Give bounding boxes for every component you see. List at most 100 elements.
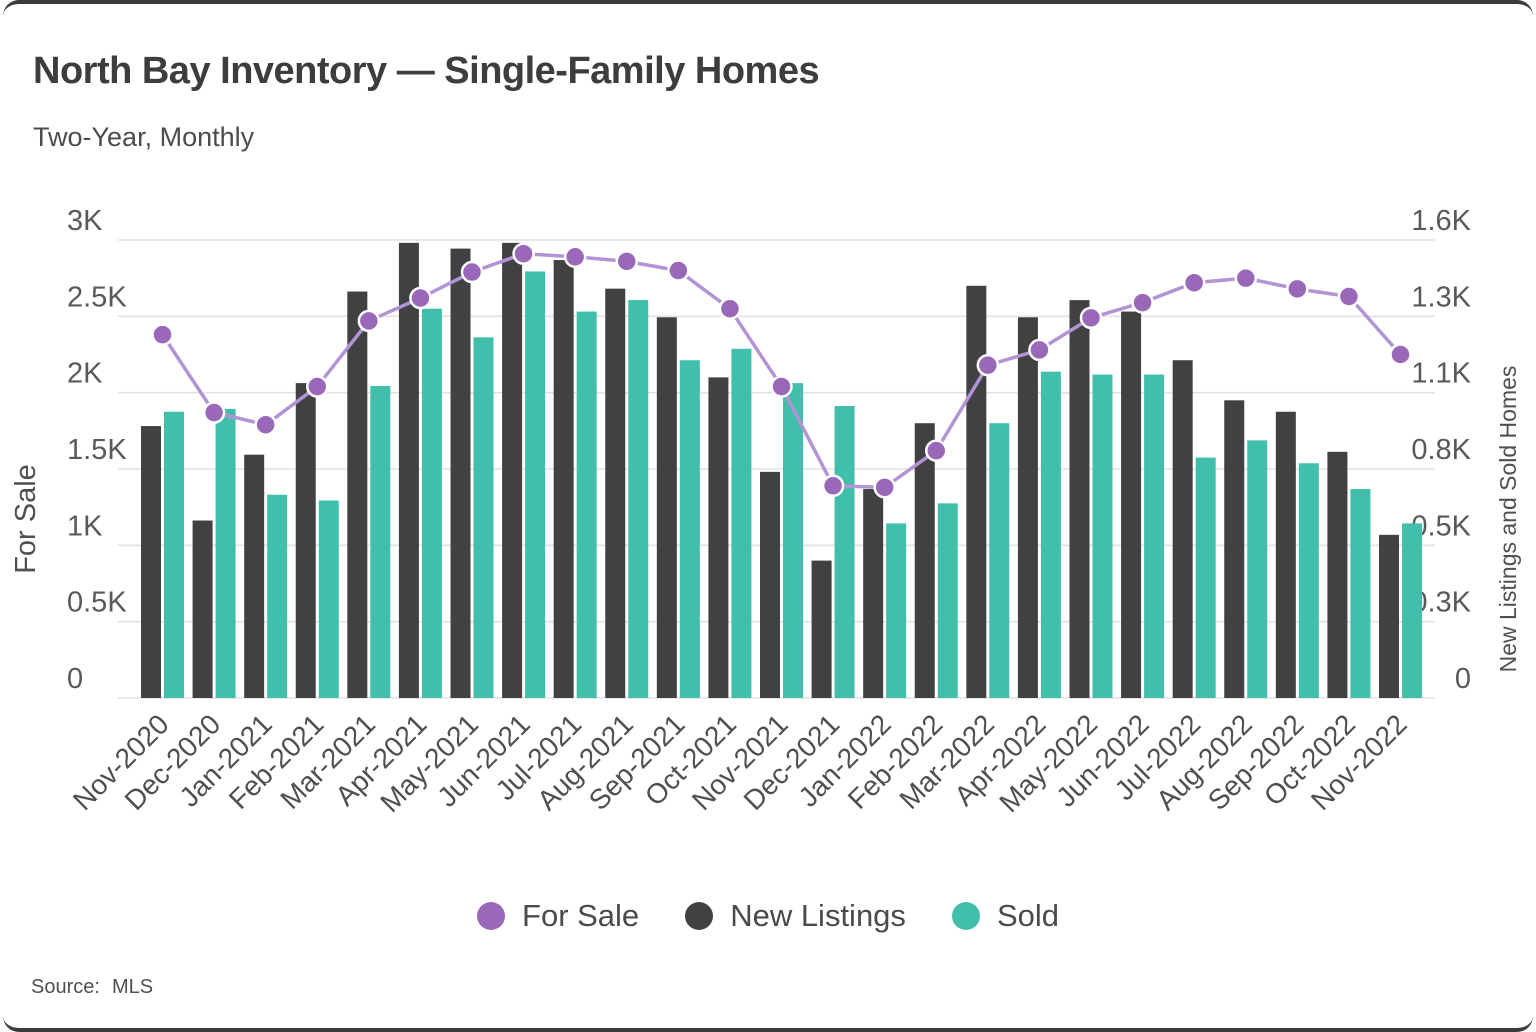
for-sale-point (1182, 271, 1206, 294)
bar-sold (834, 406, 855, 698)
right-axis-title: New Listings and Sold Homes (1495, 366, 1521, 673)
bar-new-listings (1069, 300, 1090, 698)
bar-new-listings (1121, 311, 1142, 698)
bar-new-listings (863, 489, 884, 698)
bar-new-listings (1224, 400, 1245, 698)
bar-new-listings (295, 383, 316, 698)
bar-new-listings (398, 242, 419, 699)
for-sale-point (770, 375, 793, 398)
bar-sold (421, 308, 442, 698)
chart-legend: For Sale New Listings Sold (3, 898, 1533, 934)
chart-subtitle: Two-Year, Monthly (33, 122, 255, 152)
bar-sold (525, 271, 546, 698)
source-label: Source: (31, 976, 100, 998)
for-sale-point (1131, 291, 1154, 314)
legend-label-new-listings: New Listings (730, 898, 906, 933)
bar-sold (937, 503, 958, 698)
for-sale-point (563, 245, 587, 269)
bar-new-listings (502, 242, 523, 699)
bar-new-listings (914, 423, 935, 698)
bar-sold (164, 411, 184, 698)
legend-item-for-sale: For Sale (477, 898, 639, 934)
for-sale-point (821, 474, 845, 498)
bar-new-listings (656, 317, 677, 698)
source-value: MLS (111, 976, 154, 998)
bar-new-listings (966, 285, 987, 698)
for-sale-point (409, 286, 432, 310)
for-sale-series (151, 242, 1412, 499)
for-sale-point (1389, 343, 1412, 366)
left-axis-tick-label: 0 (67, 663, 83, 695)
bar-sold (679, 360, 700, 698)
for-sale-point (202, 401, 226, 424)
bar-new-listings (1379, 534, 1399, 698)
right-axis-tick-label: 0.8K (1411, 434, 1471, 466)
bar-sold (473, 337, 494, 698)
for-sale-point (512, 242, 535, 265)
for-sale-point (306, 375, 329, 398)
bar-new-listings (605, 288, 626, 698)
for-sale-point (357, 309, 381, 333)
bar-new-listings (450, 248, 471, 698)
left-axis-tick-label: 1K (67, 510, 103, 542)
for-sale-point (151, 323, 174, 346)
left-axis-tick-label: 2K (67, 358, 103, 390)
for-sale-point (460, 260, 484, 284)
bar-new-listings (244, 454, 265, 698)
bar-sold (731, 348, 752, 698)
chart-title: North Bay Inventory — Single-Family Home… (33, 50, 820, 92)
for-sale-point (1337, 285, 1361, 308)
bar-sold (370, 385, 391, 698)
bar-new-listings (553, 260, 574, 698)
bar-sold (1350, 489, 1371, 698)
for-sale-point (1234, 266, 1257, 290)
bar-new-listings (1017, 317, 1038, 698)
bar-sold (783, 383, 803, 698)
bar-new-listings (1327, 451, 1348, 698)
bar-new-listings (760, 471, 780, 698)
bar-sold (576, 311, 597, 698)
bar-sold (628, 300, 649, 698)
legend-swatch-sold (951, 902, 980, 930)
bar-sold (1144, 374, 1165, 698)
bar-sold (1195, 457, 1216, 698)
right-axis-tick-label: 1.6K (1411, 205, 1471, 237)
bar-new-listings (141, 426, 161, 698)
bar-sold (1247, 440, 1268, 698)
for-sale-point (976, 353, 1000, 377)
left-axis-tick-label: 1.5K (67, 434, 127, 466)
for-sale-point (254, 413, 277, 436)
bar-sold (1040, 371, 1061, 698)
legend-label-for-sale: For Sale (522, 898, 640, 933)
legend-label-sold: Sold (996, 898, 1059, 933)
legend-swatch-for-sale (477, 902, 506, 930)
bar-new-listings (811, 560, 832, 698)
for-sale-point (925, 439, 948, 462)
for-sale-point (1286, 277, 1309, 301)
bar-new-listings (1275, 411, 1296, 698)
bar-new-listings (347, 291, 368, 698)
bar-sold (215, 408, 236, 698)
for-sale-point (667, 259, 690, 282)
right-axis-tick-label: 0 (1455, 663, 1471, 695)
bar-sold (1092, 374, 1113, 698)
right-axis-tick-label: 1.1K (1411, 358, 1471, 390)
left-axis-tick-label: 3K (67, 205, 103, 237)
legend-item-new-listings: New Listings (685, 898, 906, 934)
legend-swatch-new-listings (685, 902, 714, 930)
left-axis-title: For Sale (10, 464, 42, 574)
for-sale-point (1079, 306, 1103, 330)
left-axis-tick-label: 2.5K (67, 281, 127, 313)
for-sale-point (873, 476, 896, 499)
bar-sold (1298, 463, 1319, 698)
chart-card: 0 0 0.5K 0.3K 1K 0.5K 1.5K 0.8K 2K 1.1K 2.5K 1.3K 3K… (3, 0, 1533, 1032)
bar-sold (886, 523, 907, 698)
bar-new-listings (708, 377, 729, 698)
bars (141, 242, 1422, 699)
for-sale-point (718, 297, 742, 320)
legend-item-sold: Sold (951, 898, 1059, 934)
bar-new-listings (1172, 360, 1193, 698)
for-sale-point (615, 250, 638, 273)
bar-sold (318, 500, 339, 698)
